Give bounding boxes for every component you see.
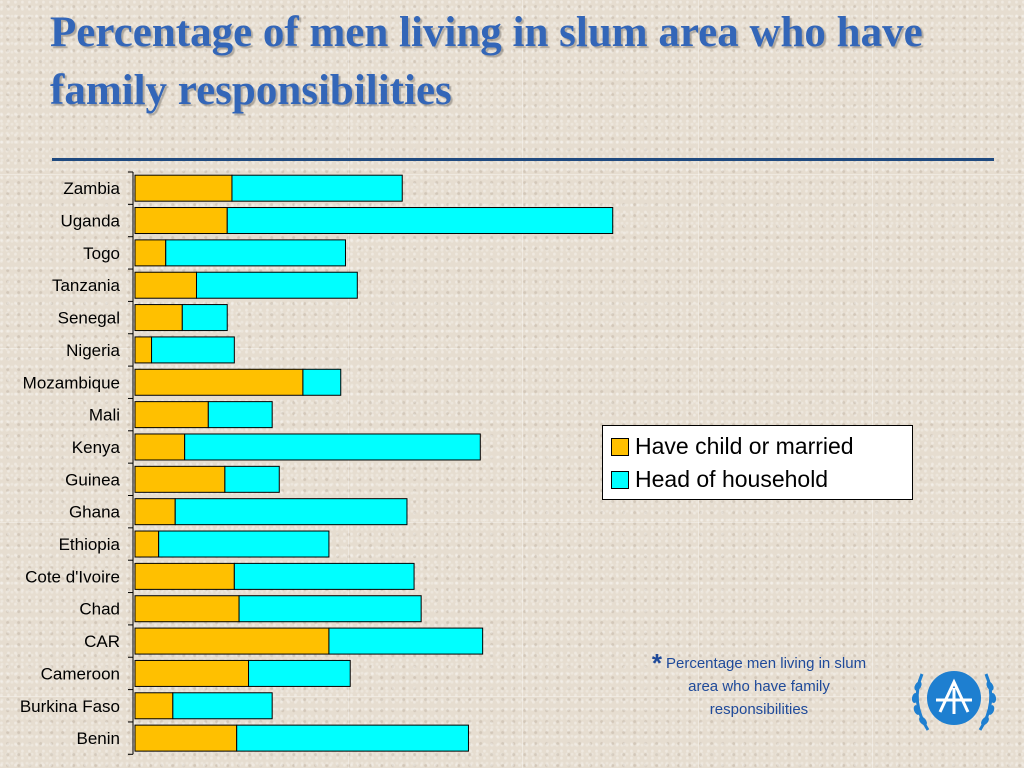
category-label-burkina-faso: Burkina Faso [20, 697, 120, 716]
bar-ethiopia-head-of-household [158, 530, 330, 558]
legend-item-have-child: Have child or married [611, 430, 904, 463]
background-grid-line [698, 0, 699, 768]
category-label-ethiopia: Ethiopia [59, 535, 121, 554]
bar-togo-have-child-or-married [134, 239, 167, 267]
category-label-kenya: Kenya [72, 438, 121, 457]
bar-nigeria-have-child-or-married [134, 336, 153, 364]
background-grid-line [0, 348, 1024, 349]
chart-legend: Have child or married Head of household [602, 425, 913, 500]
bar-togo-head-of-household [165, 239, 346, 267]
bar-cameroon-head-of-household [248, 659, 351, 687]
bar-mozambique-have-child-or-married [134, 368, 304, 396]
bar-senegal-have-child-or-married [134, 304, 183, 332]
background-grid-line [348, 0, 349, 768]
background-grid-line [0, 174, 1024, 175]
footnote-mark: * [651, 648, 662, 678]
bar-uganda-have-child-or-married [134, 207, 228, 235]
category-label-uganda: Uganda [60, 212, 120, 231]
legend-label-have-child: Have child or married [635, 433, 854, 459]
bar-benin-have-child-or-married [134, 724, 238, 752]
category-label-zambia: Zambia [63, 179, 120, 198]
category-label-car: CAR [84, 632, 120, 651]
footnote: * Percentage men living in slum area who … [640, 650, 878, 721]
category-label-nigeria: Nigeria [66, 341, 120, 360]
bar-ghana-head-of-household [174, 498, 408, 526]
y-axis [128, 171, 134, 755]
category-label-guinea: Guinea [65, 470, 120, 489]
bar-tanzania-have-child-or-married [134, 271, 197, 299]
un-habitat-emblem-icon [911, 671, 997, 731]
background-grid-line [0, 696, 1024, 697]
footnote-text: Percentage men living in slum area who h… [666, 655, 867, 718]
bar-ethiopia-have-child-or-married [134, 530, 160, 558]
bar-car-have-child-or-married [134, 627, 330, 655]
bar-mali-head-of-household [207, 401, 273, 429]
chart-bars [134, 174, 614, 752]
bar-nigeria-head-of-household [151, 336, 235, 364]
bar-cameroon-have-child-or-married [134, 659, 250, 687]
category-label-togo: Togo [83, 244, 120, 263]
category-label-cote-d-ivoire: Cote d'Ivoire [25, 567, 120, 586]
background-grid-line [522, 0, 523, 768]
category-labels: Zambia Uganda Togo Tanzania Senegal Nigeria Mo… [20, 179, 121, 748]
category-label-mozambique: Mozambique [23, 373, 120, 392]
title-underline [52, 158, 994, 161]
bar-car-head-of-household [328, 627, 484, 655]
category-label-mali: Mali [89, 406, 120, 425]
category-label-ghana: Ghana [69, 503, 121, 522]
bar-chad-head-of-household [238, 595, 422, 623]
category-label-chad: Chad [79, 600, 120, 619]
bar-burkina-faso-have-child-or-married [134, 692, 174, 720]
background-grid-line [0, 522, 1024, 523]
bar-kenya-head-of-household [184, 433, 481, 461]
bar-benin-head-of-household [236, 724, 469, 752]
bar-zambia-head-of-household [231, 174, 403, 202]
legend-item-head-of-household: Head of household [611, 463, 904, 496]
bar-uganda-head-of-household [226, 207, 614, 235]
bar-ghana-have-child-or-married [134, 498, 176, 526]
category-label-tanzania: Tanzania [52, 276, 121, 295]
bar-mali-have-child-or-married [134, 401, 209, 429]
legend-swatch-head-of-household [611, 470, 629, 489]
legend-swatch-have-child [611, 437, 629, 456]
bar-guinea-head-of-household [224, 465, 280, 493]
bar-burkina-faso-head-of-household [172, 692, 273, 720]
category-label-benin: Benin [77, 729, 120, 748]
bar-mozambique-head-of-household [302, 368, 342, 396]
bar-guinea-have-child-or-married [134, 465, 226, 493]
category-label-cameroon: Cameroon [41, 664, 120, 683]
background-grid-line [872, 0, 873, 768]
bar-tanzania-head-of-household [195, 271, 358, 299]
bar-senegal-head-of-household [181, 304, 228, 332]
bar-kenya-have-child-or-married [134, 433, 186, 461]
slide-title: Percentage of men living in slum area wh… [50, 9, 923, 114]
legend-label-head-of-household: Head of household [635, 466, 829, 492]
bar-chad-have-child-or-married [134, 595, 240, 623]
category-label-senegal: Senegal [58, 309, 120, 328]
bar-cote-d-ivoire-head-of-household [233, 562, 415, 590]
bar-zambia-have-child-or-married [134, 174, 233, 202]
bar-cote-d-ivoire-have-child-or-married [134, 562, 235, 590]
